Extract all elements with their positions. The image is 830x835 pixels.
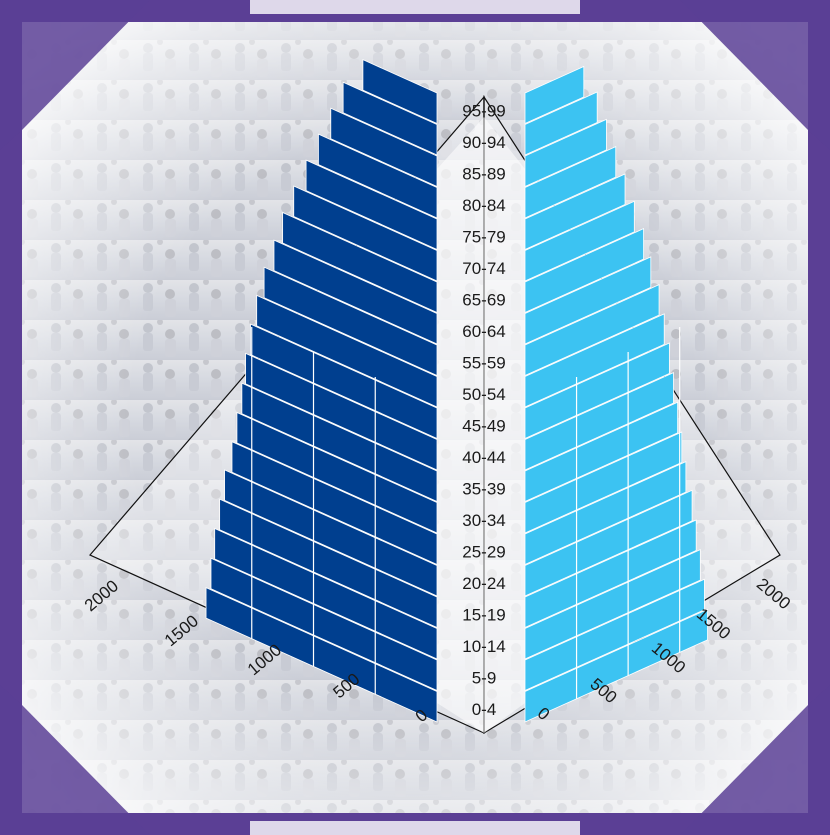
male-bar [205, 586, 438, 723]
female-bar [524, 548, 701, 660]
age-group-label: 10-14 [462, 637, 505, 656]
female-bar [524, 401, 679, 503]
female-bar [524, 372, 674, 471]
female-bar [524, 200, 635, 282]
female-bar [524, 519, 697, 629]
female-bar [524, 173, 626, 251]
female-bar [524, 460, 687, 566]
right-axis-tick: 2000 [753, 574, 794, 613]
male-bar [241, 382, 438, 503]
female-bar [524, 91, 598, 156]
female-bar [524, 256, 652, 345]
male-bar [305, 159, 438, 251]
age-group-label: 90-94 [462, 133, 505, 152]
male-bar [342, 81, 438, 156]
male-bar [263, 266, 438, 377]
age-group-label: 0-4 [472, 700, 497, 719]
age-group-label: 65-69 [462, 291, 505, 310]
age-group-label: 85-89 [462, 165, 505, 184]
left-axis-tick: 1500 [161, 611, 202, 650]
female-bar [524, 608, 708, 723]
age-group-label: 70-74 [462, 259, 505, 278]
male-bar [236, 411, 438, 534]
age-group-label: 5-9 [472, 669, 497, 688]
female-bar [524, 228, 644, 314]
age-group-label: 95-99 [462, 102, 505, 121]
age-group-label: 25-29 [462, 543, 505, 562]
male-bar [318, 133, 438, 219]
female-bar [524, 118, 607, 188]
female-bar [524, 65, 585, 125]
age-group-label: 20-24 [462, 574, 505, 593]
age-group-label: 30-34 [462, 511, 505, 530]
female-bar [524, 313, 665, 408]
male-bar [224, 469, 438, 597]
male-bar [330, 107, 438, 188]
male-bar [219, 498, 438, 629]
male-bar [273, 239, 438, 345]
age-label-column [437, 117, 525, 733]
male-bar [245, 352, 438, 471]
male-bar [214, 527, 438, 660]
female-bar [524, 489, 693, 597]
age-group-label: 75-79 [462, 228, 505, 247]
male-bar [256, 294, 438, 408]
age-group-label: 50-54 [462, 385, 505, 404]
female-bar [524, 284, 660, 377]
age-group-label: 15-19 [462, 606, 505, 625]
female-bar [524, 578, 705, 692]
female-bar [524, 342, 670, 440]
male-bar [210, 557, 438, 692]
age-group-label: 45-49 [462, 417, 505, 436]
left-axis-tick: 2000 [81, 576, 122, 615]
male-bar [293, 185, 438, 282]
female-bar [524, 146, 617, 219]
age-group-label: 35-39 [462, 480, 505, 499]
male-bar [282, 211, 438, 314]
male-bar [362, 59, 438, 125]
male-bar [231, 441, 438, 566]
male-bar [250, 323, 438, 440]
female-bar [524, 431, 683, 534]
age-group-label: 80-84 [462, 196, 505, 215]
age-group-label: 40-44 [462, 448, 505, 467]
age-group-label: 55-59 [462, 354, 505, 373]
age-group-label: 60-64 [462, 322, 505, 341]
